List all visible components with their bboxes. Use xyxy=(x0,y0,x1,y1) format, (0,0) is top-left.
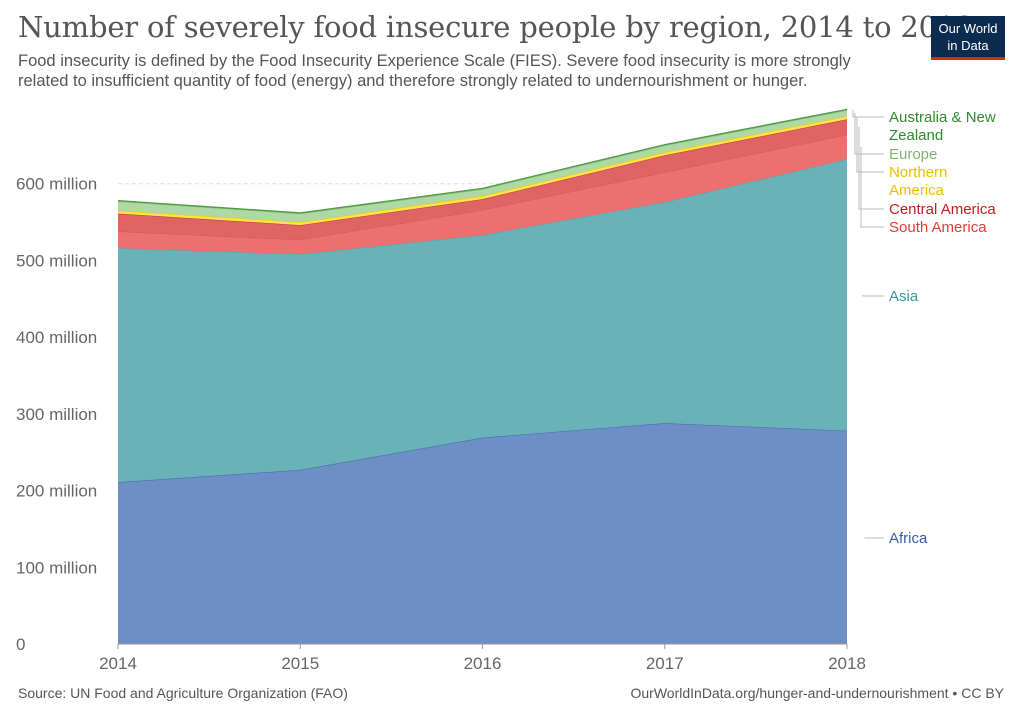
area-europe xyxy=(118,110,847,223)
x-tick-label: 2015 xyxy=(281,654,319,673)
legend-label-line: South America xyxy=(889,219,987,236)
area-africa xyxy=(118,423,847,644)
chart-subtitle: Food insecurity is defined by the Food I… xyxy=(18,52,851,90)
legend-label-asia: Asia xyxy=(889,288,919,305)
legend-label-line: Asia xyxy=(889,288,919,305)
legend-label-line: Australia & New xyxy=(889,109,996,126)
legend-label-line: Zealand xyxy=(889,127,943,144)
legend-label-central-america: Central America xyxy=(889,201,996,218)
y-tick-label: 200 million xyxy=(16,482,97,501)
x-tick-label: 2017 xyxy=(646,654,684,673)
legend-label-line: Central America xyxy=(889,201,996,218)
y-tick-label: 600 million xyxy=(16,175,97,194)
logo-line-2: in Data xyxy=(947,38,989,53)
y-tick-label: 300 million xyxy=(16,405,97,424)
area-asia xyxy=(118,159,847,483)
legend-label-line: Northern xyxy=(889,164,947,181)
legend-label-africa: Africa xyxy=(889,530,928,547)
area-south-america xyxy=(118,134,847,255)
logo-line-1: Our World xyxy=(938,21,998,36)
y-tick-label: 0 xyxy=(16,635,25,654)
legend-leader-south-america xyxy=(860,146,884,228)
x-tick-label: 2016 xyxy=(464,654,502,673)
legend-leader-africa xyxy=(864,537,884,539)
legend-label-south-america: South America xyxy=(889,219,987,236)
legend-leader-asia xyxy=(862,294,884,297)
legend-label-line: Africa xyxy=(889,530,928,547)
legend-label-australia-new-zealand: Australia & New Zealand xyxy=(889,109,996,144)
area-central-america xyxy=(118,119,847,240)
y-tick-label: 400 million xyxy=(16,328,97,347)
legend-label-europe: Europe xyxy=(889,146,937,163)
legend-label-northern-america: Northern America xyxy=(889,164,947,199)
legend-leader-europe xyxy=(854,113,884,155)
legend-leader-central-america xyxy=(858,126,884,210)
legend-leader-northern-america xyxy=(856,117,884,173)
legend-label-line: Europe xyxy=(889,146,937,163)
y-tick-label: 100 million xyxy=(16,558,97,577)
legend-label-line: America xyxy=(889,182,945,199)
source-note[interactable]: Source: UN Food and Agriculture Organiza… xyxy=(18,685,348,701)
site-credit[interactable]: OurWorldInData.org/hunger-and-undernouri… xyxy=(630,685,1005,701)
chart-title: Number of severely food insecure people … xyxy=(18,10,974,44)
owid-logo[interactable]: Our World in Data xyxy=(931,16,1005,60)
line-australia-new-zealand xyxy=(117,108,848,214)
legend-leader-australia-new-zealand xyxy=(852,109,884,118)
y-tick-label: 500 million xyxy=(16,251,97,270)
x-tick-label: 2014 xyxy=(99,654,137,673)
x-tick-label: 2018 xyxy=(828,654,866,673)
